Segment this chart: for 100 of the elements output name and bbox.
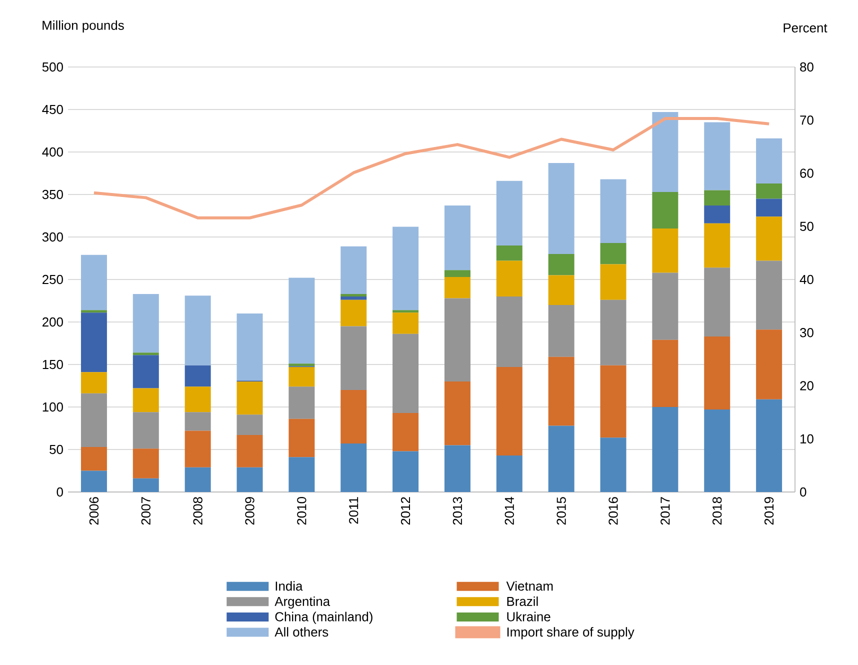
bar <box>340 444 367 492</box>
bar <box>756 330 782 400</box>
bar <box>652 112 678 192</box>
legend-label: All others <box>274 627 328 637</box>
bar <box>704 410 730 492</box>
x-tick-label: 2013 <box>452 497 462 525</box>
x-tick-label: 2009 <box>245 497 254 525</box>
x-tick-label: 2014 <box>504 496 514 525</box>
bar <box>184 430 211 468</box>
bar <box>392 226 419 310</box>
x-tick-label: 2007 <box>141 497 150 525</box>
bar <box>652 407 678 492</box>
bar <box>236 435 263 468</box>
bar <box>80 393 107 447</box>
bar <box>340 390 367 444</box>
bar <box>704 122 730 190</box>
y2-tick-label: 20 <box>800 381 814 390</box>
bar <box>600 264 626 300</box>
bar <box>80 470 107 492</box>
legend-label: Import share of supply <box>507 627 634 640</box>
legend-label: Vietnam <box>506 581 553 591</box>
bar <box>756 216 782 261</box>
bar <box>288 364 315 366</box>
legend-label: Ukraine <box>507 612 550 622</box>
bar <box>184 412 211 431</box>
legend-label: Argentina <box>274 596 330 609</box>
bar <box>392 312 419 334</box>
bar <box>496 296 522 368</box>
bar <box>444 445 470 492</box>
bar <box>600 300 626 366</box>
x-tick-label: 2017 <box>660 497 670 525</box>
bar <box>132 412 159 449</box>
bar <box>236 382 263 415</box>
bar <box>548 254 574 276</box>
bar <box>288 278 315 364</box>
bar <box>444 206 470 270</box>
x-tick-label: 2012 <box>400 497 410 525</box>
bar <box>548 305 574 357</box>
bar <box>80 254 107 310</box>
y-tick-label: 100 <box>42 402 63 412</box>
y2-tick-label: 70 <box>800 116 814 125</box>
bar <box>652 340 678 407</box>
x-tick-label: 2015 <box>556 497 566 525</box>
y2-tick-label: 10 <box>800 434 814 444</box>
bar <box>444 276 470 298</box>
bar <box>392 412 419 452</box>
line-series <box>92 117 771 220</box>
y2-tick-label: 50 <box>800 222 814 231</box>
bar <box>496 367 522 456</box>
bar <box>444 298 470 382</box>
bar <box>600 179 626 243</box>
bar <box>132 448 159 478</box>
bar <box>288 457 315 492</box>
y2-tick-label: 0 <box>800 487 806 497</box>
bar <box>600 365 626 438</box>
bar <box>184 296 211 366</box>
bar <box>704 268 730 336</box>
bar <box>756 138 782 184</box>
bar <box>340 294 367 296</box>
y-axis-title: Million pounds <box>42 20 124 32</box>
bar <box>80 310 107 313</box>
bar <box>704 206 730 224</box>
bar <box>392 451 419 492</box>
y2-tick-label: 40 <box>800 274 814 284</box>
bar <box>132 355 159 388</box>
bar <box>444 270 470 277</box>
bar <box>496 260 522 296</box>
bar <box>236 414 263 436</box>
legend-label: China (mainland) <box>275 612 372 624</box>
x-tick-label: 2016 <box>608 497 618 525</box>
bar <box>132 352 159 356</box>
y2-tick-label: 30 <box>800 328 814 338</box>
bar <box>756 198 782 217</box>
bar <box>340 326 367 390</box>
bar <box>340 296 367 300</box>
x-tick-label: 2008 <box>193 497 202 525</box>
bar <box>652 192 678 228</box>
bar <box>132 388 159 412</box>
y2-axis-title: Percent <box>784 23 828 32</box>
bar <box>288 418 315 458</box>
bar <box>184 386 211 412</box>
x-tick-label: 2006 <box>89 497 99 525</box>
bar <box>80 312 107 372</box>
bar <box>704 223 730 268</box>
x-tick-label: 2018 <box>712 497 722 525</box>
bar <box>548 275 574 305</box>
bar <box>392 334 419 413</box>
bar <box>184 467 211 492</box>
x-tick-label: 2011 <box>349 497 358 524</box>
bar <box>548 163 574 254</box>
bar <box>600 242 626 264</box>
y-tick-label: 250 <box>42 274 63 284</box>
y-tick-label: 150 <box>42 360 63 370</box>
bar <box>340 300 367 326</box>
y-tick-label: 400 <box>42 147 63 157</box>
bar <box>704 190 730 206</box>
bar <box>496 455 522 492</box>
x-tick-label: 2019 <box>764 497 774 525</box>
y-tick-label: 300 <box>42 232 63 242</box>
y-tick-label: 450 <box>42 104 63 114</box>
